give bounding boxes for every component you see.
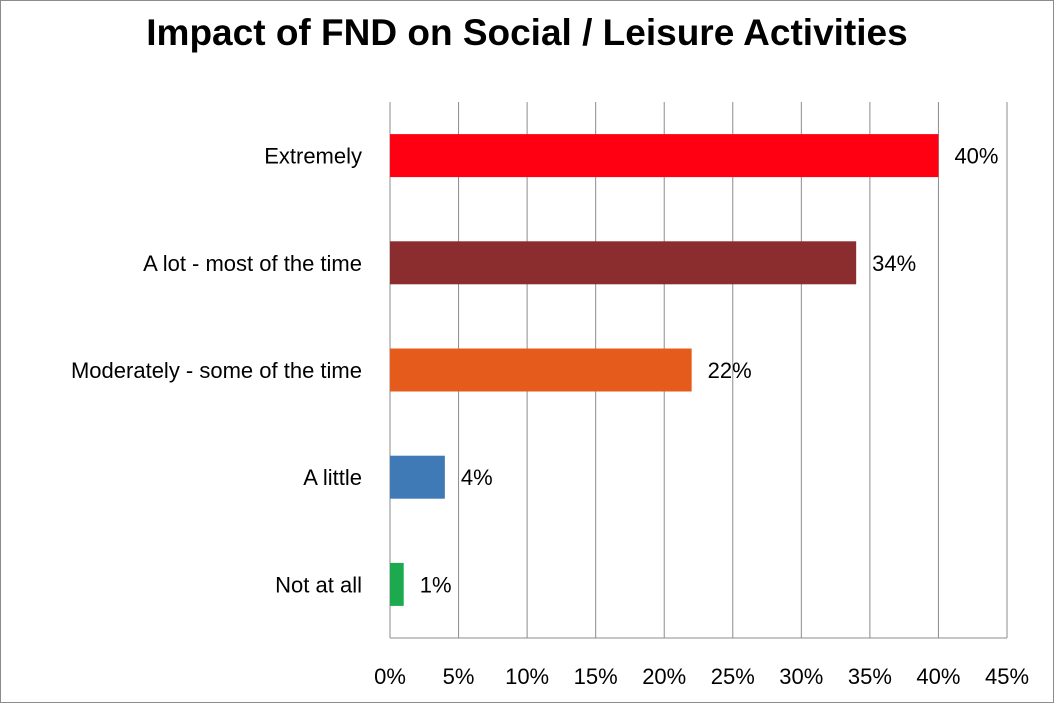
category-label-4: Not at all [275, 572, 362, 597]
chart-title: Impact of FND on Social / Leisure Activi… [146, 12, 908, 53]
x-tick-label-6: 30% [779, 664, 823, 689]
data-label-2: 22% [708, 358, 752, 383]
bar-1 [390, 241, 857, 285]
x-tick-label-2: 10% [505, 664, 549, 689]
data-label-4: 1% [420, 572, 452, 597]
x-tick-label-4: 20% [642, 664, 686, 689]
bar-2 [390, 348, 692, 392]
bar-0 [390, 134, 939, 178]
data-label-0: 40% [954, 144, 998, 169]
x-tick-label-8: 40% [916, 664, 960, 689]
category-label-2: Moderately - some of the time [71, 358, 362, 383]
x-tick-label-1: 5% [443, 664, 475, 689]
category-label-3: A little [303, 465, 362, 490]
bar-4 [390, 562, 404, 606]
category-label-1: A lot - most of the time [143, 251, 362, 276]
x-tick-label-9: 45% [985, 664, 1029, 689]
x-tick-label-5: 25% [711, 664, 755, 689]
x-tick-label-3: 15% [574, 664, 618, 689]
data-label-3: 4% [461, 465, 493, 490]
data-label-1: 34% [872, 251, 916, 276]
x-tick-label-7: 35% [848, 664, 892, 689]
category-label-0: Extremely [264, 144, 362, 169]
x-tick-label-0: 0% [374, 664, 406, 689]
bar-3 [390, 455, 445, 499]
